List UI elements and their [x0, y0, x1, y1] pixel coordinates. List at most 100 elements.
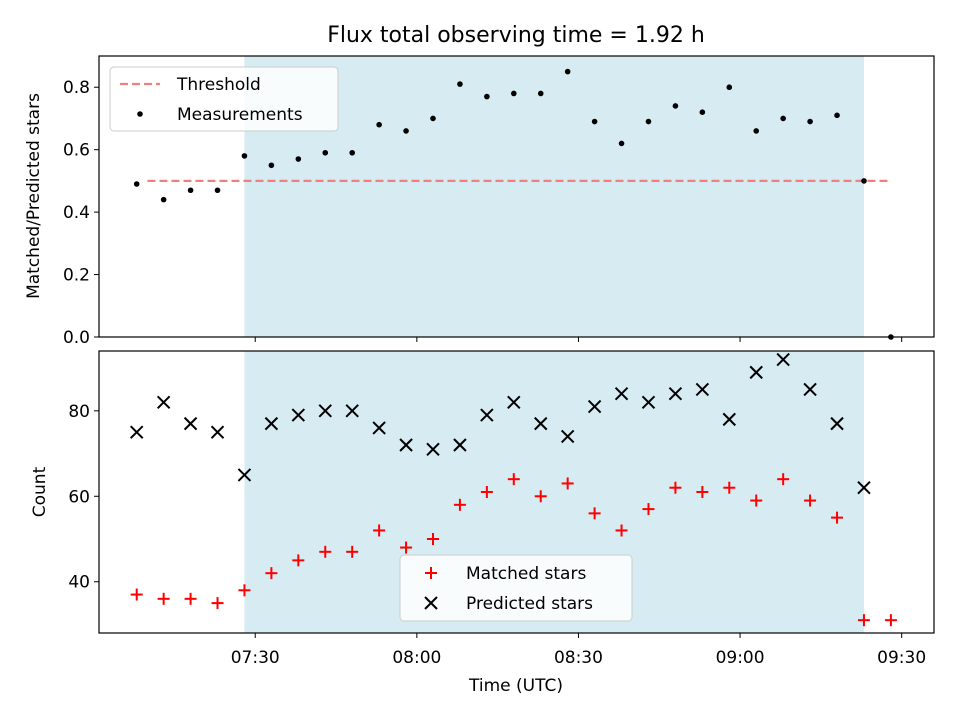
predicted-star-point [453, 438, 467, 452]
top-x-tick-marks [254, 337, 903, 342]
xtick-label: 08:00 [392, 648, 441, 668]
matched-star-point [507, 473, 520, 486]
predicted-star-point [507, 395, 521, 409]
bottom-axes-frame [98, 350, 935, 634]
measurement-point [807, 118, 813, 125]
predicted-star-point [345, 404, 359, 418]
matched-star-point [211, 597, 224, 610]
measurement-point [672, 103, 679, 109]
matched-star-point [615, 524, 628, 537]
matched-star-point [400, 541, 413, 554]
predicted-star-point [776, 352, 790, 367]
matched-star-point [642, 503, 655, 516]
matched-star-point [857, 614, 870, 627]
measurement-point [241, 153, 248, 159]
matched-star-point [453, 498, 466, 511]
bottom-ytick-label: 60 [68, 487, 90, 507]
measurement-point [214, 187, 221, 194]
top-ytick-label: 0.0 [63, 328, 90, 348]
measurement-point [403, 128, 409, 134]
predicted-star-point [130, 425, 144, 439]
top-y-axis: 0.0 0.2 0.4 0.6 0.8 [63, 78, 99, 348]
measurement-point [133, 181, 140, 187]
matched-star-point [184, 592, 197, 605]
bottom-ytick-label: 40 [68, 573, 90, 593]
bottom-legend-box [399, 554, 633, 622]
legend-measurements-label: Measurements [177, 105, 303, 125]
predicted-star-point [641, 395, 656, 409]
top-ytick-label: 0.6 [63, 141, 90, 161]
measurement-point [511, 90, 517, 97]
predicted-star-point [587, 399, 602, 414]
predicted-star-point [399, 438, 413, 452]
measurement-point [457, 81, 463, 87]
top-y-axis-label: Matched/Predicted stars [24, 93, 44, 299]
matched-star-point [750, 494, 763, 507]
bottom-ytick-label: 80 [68, 402, 90, 422]
measurement-point [430, 115, 436, 122]
predicted-star-point [857, 481, 871, 495]
predicted-star-point [830, 416, 844, 431]
top-legend: Threshold Measurements [109, 66, 339, 132]
legend-matched-swatch [425, 567, 437, 579]
matched-star-point [831, 511, 844, 524]
chart-title: Flux total observing time = 1.92 h [327, 23, 705, 48]
predicted-star-point [183, 416, 198, 431]
legend-matched-label: Matched stars [466, 564, 586, 584]
top-panel: Flux total observing time = 1.92 h 0.00.… [24, 23, 935, 348]
top-ytick-label: 0.2 [63, 266, 90, 286]
matched-star-point [561, 477, 574, 490]
top-ytick-label: 0.8 [63, 78, 90, 98]
bottom-panel: 40 60 80 07:30 08:00 08:30 09:00 09:30 Count T… [30, 350, 935, 696]
bottom-x-axis: 07:30 08:00 08:30 09:00 09:30 [231, 633, 926, 668]
predicted-star-point [749, 365, 763, 380]
predicted-star-point [695, 382, 710, 397]
matched-star-point [884, 614, 897, 627]
predicted-star-point [318, 404, 332, 418]
measurement-point [780, 115, 786, 122]
measurement-point [753, 128, 760, 134]
matched-star-point [346, 545, 359, 558]
xtick-label: 09:30 [877, 648, 926, 668]
matched-star-point [427, 533, 439, 545]
xtick-label: 07:30 [231, 648, 280, 668]
predicted-star-point [156, 395, 171, 409]
measurement-point [187, 187, 194, 194]
measurement-point [834, 112, 840, 119]
predicted-star-point [210, 425, 225, 439]
measurement-point [861, 178, 867, 184]
top-legend-box [109, 66, 339, 132]
matched-star-point [157, 592, 170, 605]
measurement-point [349, 149, 355, 156]
predicted-star-point [722, 412, 736, 427]
bottom-y-axis-label: Count [30, 466, 50, 517]
top-data-layer [133, 68, 894, 340]
matched-star-point [804, 494, 817, 507]
matched-star-point [130, 588, 143, 601]
legend-predicted-label: Predicted stars [466, 594, 593, 614]
measurement-point [618, 140, 625, 147]
top-shaded-region [244, 56, 864, 337]
predicted-star-point [237, 468, 252, 482]
xtick-label: 09:00 [716, 648, 765, 668]
matched-star-point [777, 473, 790, 486]
measurement-point [726, 84, 733, 91]
measurement-point [591, 118, 598, 125]
measurement-point [484, 93, 490, 100]
matched-star-point [696, 486, 709, 498]
xtick-label: 08:30 [554, 648, 603, 668]
top-axes-frame [98, 55, 935, 338]
matched-star-point [588, 507, 601, 520]
matched-star-point [373, 524, 386, 537]
legend-predicted-swatch [424, 596, 438, 610]
measurement-point [268, 162, 275, 169]
predicted-star-point [668, 387, 683, 401]
matched-star-point [292, 554, 305, 567]
predicted-star-point [534, 416, 548, 431]
top-ytick-label: 0.4 [63, 203, 90, 223]
matched-star-point [534, 490, 547, 503]
predicted-star-point [264, 416, 279, 431]
matched-star-point [723, 481, 736, 494]
predicted-star-point [480, 408, 494, 422]
